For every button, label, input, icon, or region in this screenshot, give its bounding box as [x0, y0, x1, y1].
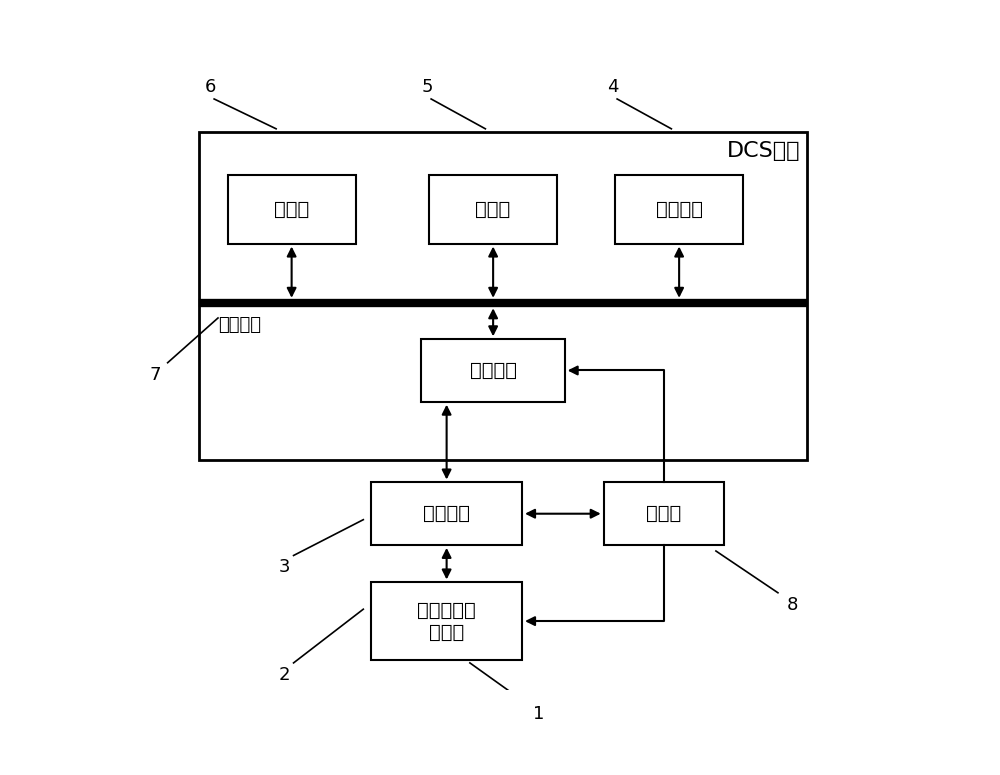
Text: 2: 2 [278, 666, 290, 684]
Text: 内部热耦合
空分塔: 内部热耦合 空分塔 [417, 601, 476, 642]
Text: 3: 3 [278, 559, 290, 577]
Text: 7: 7 [150, 366, 161, 384]
Text: 6: 6 [205, 78, 216, 96]
Text: 数据接口: 数据接口 [470, 361, 517, 380]
Text: 智肃仪表: 智肃仪表 [423, 505, 470, 523]
Bar [429, 175, 557, 243]
Bar [615, 175, 743, 243]
Bar [228, 175, 356, 243]
Text: 现场总线: 现场总线 [218, 316, 261, 334]
Text: DCS系统: DCS系统 [727, 141, 801, 160]
Text: 控制器: 控制器 [646, 505, 681, 523]
Text: 8: 8 [787, 596, 799, 614]
Text: 1: 1 [533, 704, 545, 722]
Bar [421, 339, 565, 401]
Text: 5: 5 [421, 78, 433, 96]
Bar [199, 132, 807, 460]
Text: 控制站: 控制站 [476, 200, 511, 219]
Text: 上位机: 上位机 [274, 200, 309, 219]
Bar [371, 582, 522, 660]
Bar [371, 482, 522, 545]
Text: 4: 4 [608, 78, 619, 96]
Bar [604, 482, 724, 545]
Text: 存储装置: 存储装置 [656, 200, 703, 219]
